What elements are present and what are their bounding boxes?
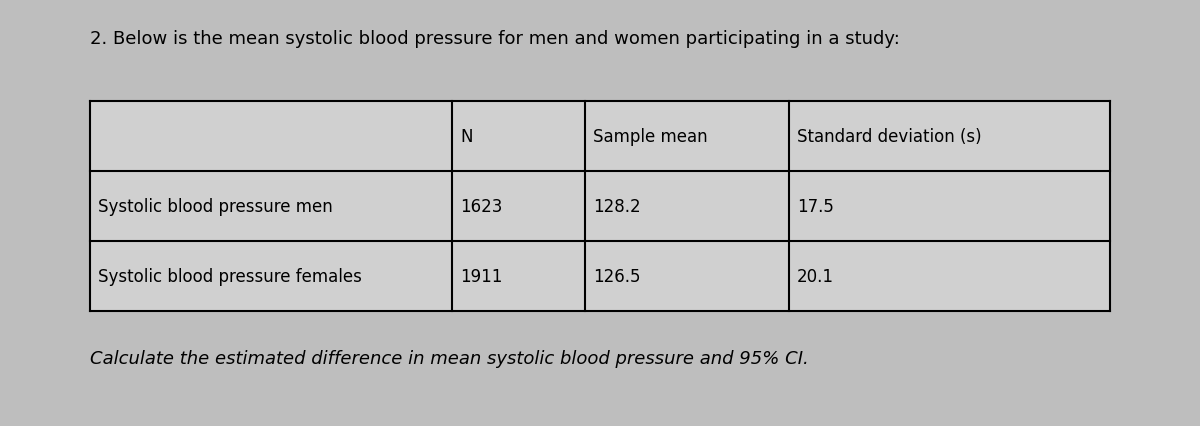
Text: Sample mean: Sample mean: [593, 128, 708, 146]
Text: Calculate the estimated difference in mean systolic blood pressure and 95% CI.: Calculate the estimated difference in me…: [90, 349, 809, 367]
Text: 1623: 1623: [461, 198, 503, 216]
Text: Systolic blood pressure men: Systolic blood pressure men: [98, 198, 334, 216]
Text: 2. Below is the mean systolic blood pressure for men and women participating in : 2. Below is the mean systolic blood pres…: [90, 30, 900, 48]
Text: N: N: [461, 128, 473, 146]
Text: Systolic blood pressure females: Systolic blood pressure females: [98, 267, 362, 285]
Text: 17.5: 17.5: [797, 198, 834, 216]
Text: 1911: 1911: [461, 267, 503, 285]
Bar: [90, 102, 1110, 311]
Text: 20.1: 20.1: [797, 267, 834, 285]
Text: 128.2: 128.2: [593, 198, 641, 216]
Text: 126.5: 126.5: [593, 267, 641, 285]
Text: Standard deviation (s): Standard deviation (s): [797, 128, 982, 146]
